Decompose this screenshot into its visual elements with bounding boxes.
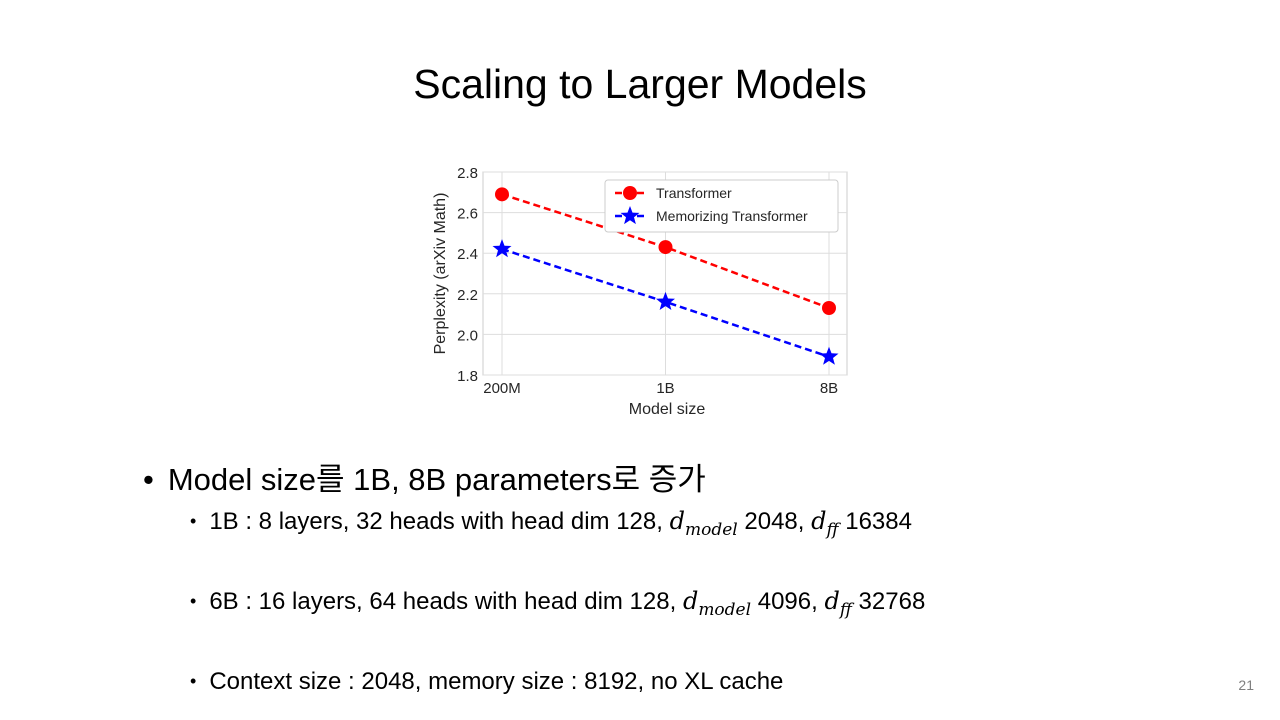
var-subscript: ff	[839, 600, 852, 620]
bullet-sub-1-text: 1B : 8 layers, 32 heads with head dim 12…	[209, 508, 670, 535]
perplexity-chart: 1.8 2.0 2.2 2.4 2.6 2.8 200M 1B 8B Model size Perp…	[420, 155, 860, 425]
y-tick-label: 1.8	[457, 368, 478, 385]
bullet-main-text: Model size를 1B, 8B parameters로 증가	[167, 462, 706, 497]
y-tick-label: 2.6	[457, 206, 478, 223]
bullet-sub-2-text: 6B : 16 layers, 64 heads with head dim 1…	[209, 588, 683, 615]
bullet-main: • Model size를 1B, 8B parameters로 증가	[143, 460, 706, 500]
bullet-dot: •	[190, 511, 197, 531]
bullet-dot: •	[190, 671, 197, 691]
d-ff-variable: dff	[824, 587, 851, 619]
bullet-sub-1-post: 16384	[838, 508, 912, 535]
d-model-variable: dmodel	[669, 507, 738, 539]
var-base: d	[824, 587, 840, 615]
var-subscript: model	[684, 520, 738, 540]
page-number: 21	[1238, 677, 1254, 693]
data-point-1	[495, 187, 509, 202]
x-tick-label: 200M	[483, 380, 521, 397]
data-point-2	[819, 346, 839, 365]
y-tick-label: 2.0	[457, 327, 478, 344]
var-base: d	[811, 507, 827, 535]
bullet-sub-2-post: 32768	[851, 588, 926, 615]
data-point-2	[492, 239, 512, 258]
bullet-sub-1: • 1B : 8 layers, 32 heads with head dim 1…	[190, 505, 912, 539]
x-axis-label: Model size	[629, 401, 706, 418]
var-subscript: ff	[826, 520, 839, 540]
y-axis-label: Perplexity (arXiv Math)	[432, 193, 449, 355]
d-model-variable: dmodel	[682, 587, 751, 619]
bullet-sub-2-mid: 4096,	[751, 588, 825, 615]
legend-marker	[620, 206, 640, 225]
var-base: d	[669, 507, 685, 535]
y-tick-label: 2.4	[457, 246, 478, 263]
data-point-2	[656, 291, 675, 310]
bullet-sub-2: • 6B : 16 layers, 64 heads with head dim …	[190, 585, 926, 619]
bullet-sub-3-text: Context size : 2048, memory size : 8192,…	[209, 668, 784, 695]
bullet-dot: •	[143, 462, 154, 497]
legend-box	[604, 179, 839, 233]
bullet-sub-3: • Context size : 2048, memory size : 8192…	[190, 665, 783, 698]
y-tick-label: 2.2	[457, 287, 478, 304]
data-point-1	[658, 240, 673, 255]
data-point-1	[822, 301, 836, 316]
legend-marker	[623, 186, 637, 200]
y-tick-label: 2.8	[457, 165, 478, 182]
chart-svg: 1.8 2.0 2.2 2.4 2.6 2.8 200M 1B 8B Model size Perp…	[432, 165, 848, 418]
legend-label: Memorizing Transformer	[656, 208, 808, 224]
var-base: d	[682, 587, 699, 615]
bullet-sub-1-mid: 2048,	[737, 508, 812, 535]
legend-label: Transformer	[656, 185, 732, 201]
bullet-dot: •	[190, 591, 197, 611]
var-subscript: model	[698, 600, 752, 620]
slide-title: Scaling to Larger Models	[413, 61, 867, 107]
x-tick-label: 8B	[820, 380, 838, 397]
d-ff-variable: dff	[811, 507, 838, 539]
x-tick-label: 1B	[656, 380, 674, 397]
